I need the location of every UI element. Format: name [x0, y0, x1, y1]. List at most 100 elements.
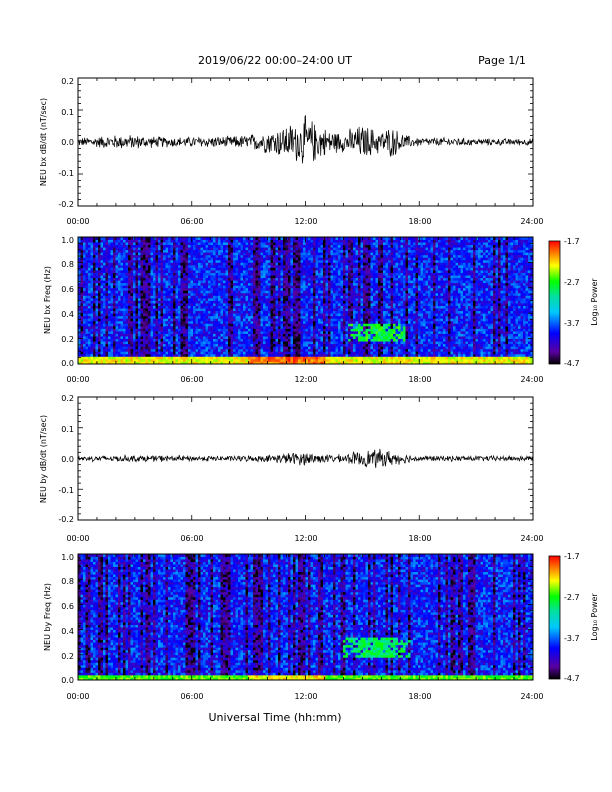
spectrogram-cell	[208, 275, 211, 279]
spectrogram-cell	[243, 247, 246, 251]
spectrogram-cell	[240, 323, 244, 327]
spectrogram-cell	[230, 297, 234, 301]
spectrogram-cell	[258, 242, 261, 246]
spectrogram-cell	[295, 247, 299, 251]
spectrogram-cell	[315, 313, 319, 317]
spectrogram-cell	[243, 351, 246, 355]
spectrogram-cell	[210, 325, 214, 329]
spectrogram-cell	[173, 336, 176, 339]
spectrogram-cell	[213, 237, 216, 240]
spectrogram-cell	[208, 285, 211, 289]
spectrogram-cell	[265, 356, 269, 360]
spectrogram-cell	[125, 356, 129, 360]
spectrogram-cell	[95, 270, 99, 273]
spectrogram-cell	[215, 303, 219, 306]
spectrogram-cell	[310, 249, 314, 253]
spectrogram-cell	[208, 361, 211, 365]
spectrogram-cell	[215, 297, 219, 301]
spectrogram-cell	[250, 242, 254, 246]
spectrogram-cell	[115, 343, 119, 347]
spectrogram-cell	[120, 292, 124, 296]
spectrogram-cell	[160, 303, 164, 306]
spectrogram-cell	[140, 280, 144, 284]
spectrogram-cell	[245, 330, 249, 334]
spectrogram-cell	[143, 295, 146, 299]
spectrogram-cell	[113, 242, 116, 246]
spectrogram-cell	[153, 300, 156, 304]
spectrogram-cell	[318, 280, 321, 284]
spectrogram-cell	[230, 259, 234, 263]
spectrogram-cell	[233, 308, 236, 312]
spectrogram-cell	[260, 300, 264, 304]
spectrogram-cell	[218, 254, 221, 258]
spectrogram-cell	[78, 277, 81, 281]
spectrogram-cell	[235, 285, 239, 289]
spectrogram-cell	[155, 275, 159, 279]
x-tick-label: 06:00	[180, 217, 203, 226]
spectrogram-cell	[308, 287, 311, 291]
spectrogram-cell	[308, 318, 311, 322]
spectrogram-cell	[253, 330, 256, 334]
spectrogram-cell	[100, 292, 104, 296]
spectrogram-cell	[300, 272, 304, 276]
spectrogram-cell	[190, 325, 194, 329]
spectrogram-cell	[260, 358, 264, 362]
spectrogram-cell	[88, 313, 91, 317]
spectrogram-cell	[78, 348, 81, 352]
spectrogram-cell	[265, 257, 269, 261]
spectrogram-cell	[88, 277, 91, 281]
spectrogram-cell	[320, 313, 324, 317]
spectrogram-cell	[230, 287, 234, 291]
spectrogram-cell	[95, 292, 99, 296]
spectrogram-cell	[163, 333, 166, 337]
spectrogram-cell	[205, 318, 209, 322]
spectrogram-cell	[123, 333, 126, 337]
spectrogram-cell	[98, 343, 101, 347]
spectrogram-cell	[250, 333, 254, 337]
spectrogram-cell	[168, 275, 171, 279]
spectrogram-cell	[305, 277, 309, 281]
spectrogram-cell	[78, 313, 81, 317]
spectrogram-cell	[253, 338, 256, 342]
spectrogram-cell	[188, 292, 191, 296]
spectrogram-cell	[173, 262, 176, 266]
spectrogram-cell	[120, 285, 124, 289]
spectrogram-cell	[120, 305, 124, 309]
spectrogram-cell	[80, 249, 84, 253]
spectrogram-cell	[308, 295, 311, 299]
spectrogram-cell	[245, 247, 249, 251]
spectrogram-cell	[263, 270, 266, 273]
spectrogram-cell	[220, 275, 224, 279]
spectrogram-cell	[175, 262, 179, 266]
spectrogram-cell	[110, 300, 114, 304]
spectrogram-cell	[258, 297, 261, 301]
spectrogram-cell	[93, 308, 96, 312]
spectrogram-cell	[80, 242, 84, 246]
spectrogram-cell	[195, 239, 199, 243]
spectrogram-cell	[253, 285, 256, 289]
spectrogram-cell	[225, 323, 229, 327]
spectrogram-cell	[188, 303, 191, 306]
spectrogram-cell	[305, 356, 309, 360]
spectrogram-cell	[258, 308, 261, 312]
spectrogram-cell	[163, 262, 166, 266]
spectrogram-cell	[200, 330, 204, 334]
spectrogram-cell	[245, 346, 249, 350]
spectrogram-cell	[213, 264, 216, 268]
spectrogram-cell	[303, 264, 306, 268]
spectrogram-cell	[213, 280, 216, 284]
spectrogram-cell	[245, 351, 249, 355]
spectrogram-cell	[258, 338, 261, 342]
spectrogram-cell	[220, 328, 224, 332]
spectrogram-cell	[320, 287, 324, 291]
spectrogram-cell	[95, 277, 99, 281]
spectrogram-cell	[288, 267, 291, 271]
spectrogram-cell	[255, 244, 259, 248]
spectrogram-cell	[233, 264, 236, 268]
spectrogram-cell	[295, 305, 299, 309]
spectrogram-cell	[210, 313, 214, 317]
spectrogram-cell	[225, 353, 229, 357]
spectrogram-cell	[90, 351, 94, 355]
spectrogram-cell	[170, 353, 174, 357]
spectrogram-cell	[268, 330, 271, 334]
